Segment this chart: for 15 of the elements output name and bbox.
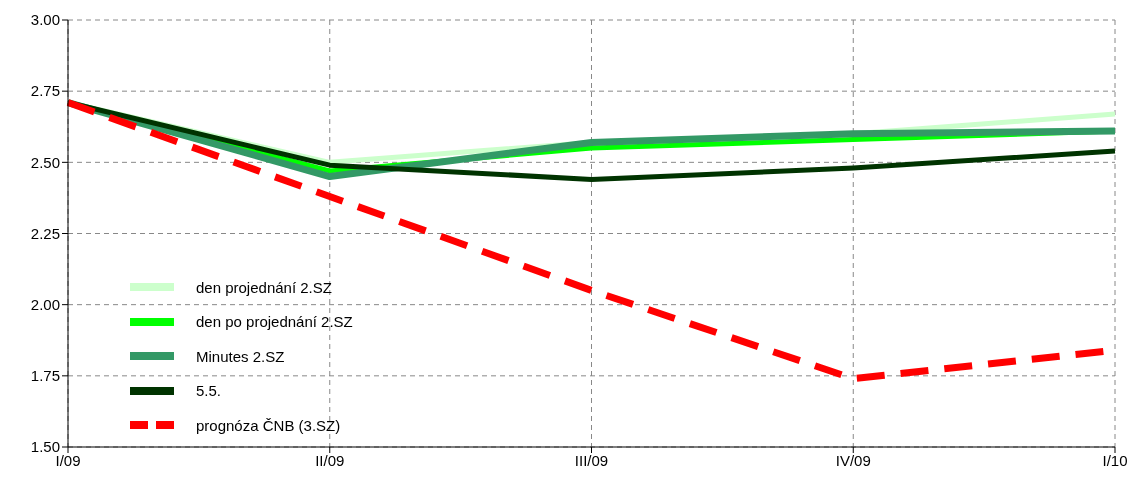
x-tick-label: I/10 — [1102, 451, 1128, 469]
y-tick-label: 2.00 — [30, 295, 60, 313]
x-tick-label: III/09 — [574, 451, 609, 469]
legend-label: Minutes 2.SZ — [196, 347, 285, 365]
y-tick-label: 3.00 — [30, 11, 60, 29]
legend-label: prognóza ČNB (3.SZ) — [196, 416, 341, 434]
y-tick-label: 2.50 — [30, 153, 60, 171]
legend-label: 5.5. — [196, 382, 222, 400]
x-tick-label: II/09 — [315, 451, 345, 469]
x-tick-label: IV/09 — [835, 451, 871, 469]
y-tick-label: 1.75 — [30, 367, 60, 385]
y-tick-label: 2.75 — [30, 82, 60, 100]
legend-label: den po projednání 2.SZ — [196, 313, 353, 331]
y-tick-label: 2.25 — [30, 224, 60, 242]
legend-label: den projednání 2.SZ — [196, 278, 332, 296]
